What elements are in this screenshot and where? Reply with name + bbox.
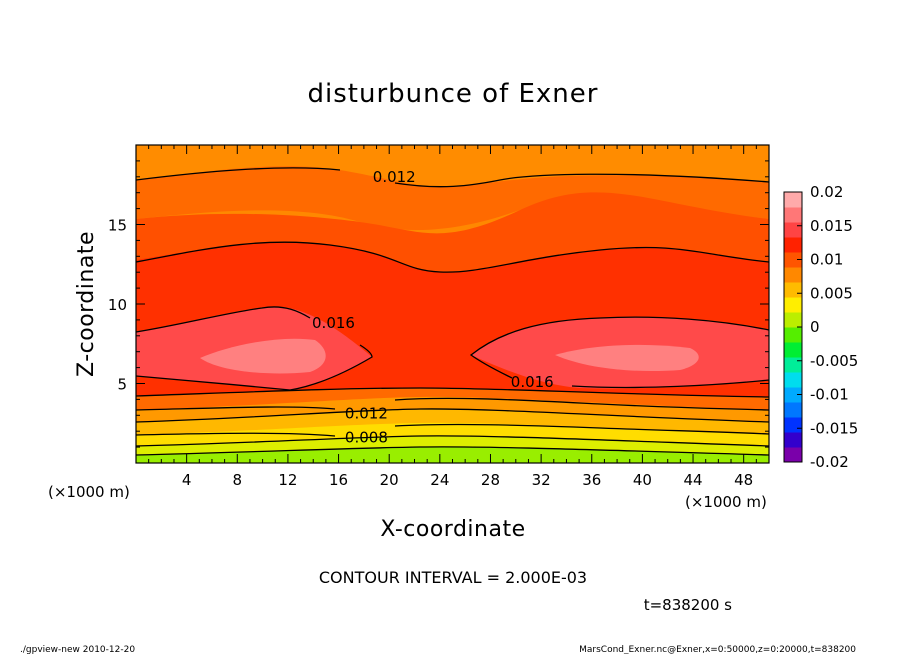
colorbar-tick-label: -0.005 [810,352,858,370]
footer-right: MarsCond_Exner.nc@Exner,x=0:50000,z=0:20… [579,645,856,654]
colorbar-swatch [784,222,802,238]
colorbar-swatch [784,447,802,463]
colorbar-swatch [784,372,802,388]
colorbar-swatch [784,297,802,313]
colorbar-swatch [784,417,802,433]
contour-label: 0.012 [373,168,416,186]
colorbar-swatch [784,312,802,328]
colorbar-swatch [784,282,802,298]
contour-label: 0.012 [345,405,388,423]
x-tick-label: 40 [633,471,652,489]
x-tick-label: 28 [481,471,500,489]
x-tick-label: 16 [329,471,348,489]
colorbar: 0.02 0.015 0.01 0.005 0 -0.005 -0.01 -0.015 -0.0… [783,183,858,471]
colorbar-swatch [784,237,802,253]
x-tick-label: 12 [278,471,297,489]
x-tick-label: 32 [532,471,551,489]
x-tick-label: 44 [683,471,702,489]
contour-lines [136,167,769,456]
contour-label: 0.016 [511,373,554,391]
colorbar-swatch [784,327,802,343]
contour-labels: 0.012 0.016 0.016 0.012 0.008 [312,168,554,447]
colorbar-swatch [784,432,802,448]
x-tick-label: 8 [233,471,243,489]
chart-title: disturbunce of Exner [308,79,599,109]
x-tick-label: 36 [582,471,601,489]
y-tick-label: 5 [117,376,127,394]
colorbar-tick-label: 0.005 [810,284,853,302]
colorbar-tick-label: -0.015 [810,419,858,437]
contour-label: 0.016 [312,314,355,332]
colorbar-swatch [784,192,802,208]
colorbar-swatch [784,357,802,373]
colorbar-tick-label: 0 [810,318,820,336]
x-axis: 4 8 12 16 20 24 28 32 36 40 44 48 [148,145,757,489]
colorbar-swatch [784,402,802,418]
colorbar-swatch [784,387,802,403]
footer-left: ./gpview-new 2010-12-20 [20,645,135,654]
y-axis: 5 10 15 [108,160,769,448]
colorbar-swatch [784,207,802,223]
y-tick-label: 10 [108,296,127,314]
colorbar-tick-label: 0.01 [810,251,843,269]
colorbar-swatch [784,267,802,283]
x-unit-right: (×1000 m) [685,493,767,511]
colorbar-tick-label: 0.02 [810,183,843,201]
x-tick-label: 24 [430,471,449,489]
y-axis-label: Z-coordinate [74,231,99,377]
x-tick-label: 4 [182,471,192,489]
x-axis-label: X-coordinate [380,517,525,542]
x-tick-label: 20 [380,471,399,489]
y-tick-label: 15 [108,217,127,235]
contour-interval: CONTOUR INTERVAL = 2.000E-03 [319,568,587,587]
x-tick-label: 48 [734,471,753,489]
colorbar-tick-label: -0.02 [810,453,849,471]
time-label: t=838200 s [644,596,732,614]
colorbar-swatch [784,252,802,268]
colorbar-swatch [784,342,802,358]
colorbar-tick-label: -0.01 [810,386,849,404]
contour-label: 0.008 [345,429,388,447]
colorbar-tick-label: 0.015 [810,217,853,235]
x-unit-left: (×1000 m) [48,483,130,501]
contour-plot: 0.012 0.016 0.016 0.012 0.008 [136,145,769,463]
